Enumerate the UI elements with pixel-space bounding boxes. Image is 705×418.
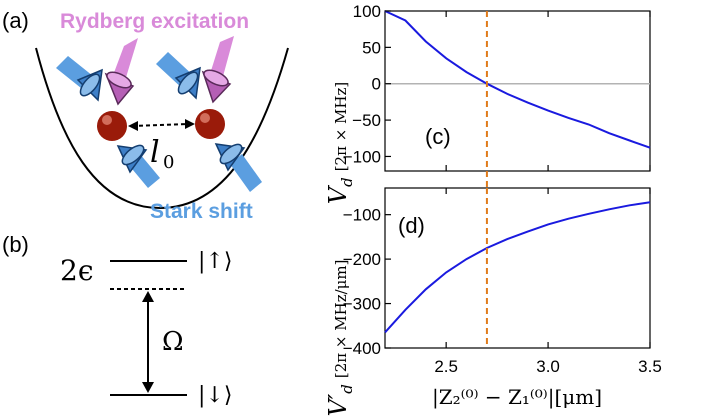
distance-subscript: 0: [163, 152, 174, 173]
chart-d-ytick-label: −100: [343, 206, 381, 225]
chart-c-ylabel-sub: d: [338, 177, 356, 187]
chart-d-xtick-label: 3.0: [536, 357, 560, 376]
chart-d-ytick-label: −300: [343, 295, 381, 314]
chart-d-xtick-label: 2.5: [434, 357, 458, 376]
stark-beam-bottom-left: [116, 144, 160, 188]
chart-c-ytick-label: −100: [343, 147, 381, 166]
chart-d-ytick-label: −200: [343, 250, 381, 269]
omega-arrow: [142, 291, 154, 393]
svg-text:V′d[2π × MHz/μm]: V′d [2π × MHz/μm]: [324, 260, 356, 417]
stark-beam-top-right: [156, 52, 201, 100]
chart-c-ytick-label: 0: [372, 75, 381, 94]
chart-c-series-line: [384, 10, 651, 149]
chart-d-ytick-label: −400: [343, 339, 381, 358]
chart-c-ytick-label: −50: [352, 111, 381, 130]
chart-d-ylabel-sub: d: [338, 384, 356, 394]
state-up-label: |↑⟩: [198, 249, 232, 274]
panel-c-label: (c): [425, 124, 451, 149]
chart-c-ylabel-unit: [2π × MHz]: [332, 82, 350, 172]
panel-b-label: (b): [2, 232, 29, 257]
chart-d-xtick-label: 3.5: [638, 357, 662, 376]
atom-right: [195, 109, 225, 139]
chart-d-frame: [384, 187, 651, 349]
chart-d-series-line: [384, 201, 651, 334]
panel-b: (b) 2ϵ Ω |↑⟩ |↓⟩: [2, 232, 232, 408]
chart-c-ylabel-main: V: [324, 184, 352, 204]
stark-beam-top-left: [56, 56, 103, 102]
stark-beam-bottom-right: [214, 143, 262, 192]
panel-a: (a) Rydberg excitation: [2, 8, 289, 223]
chart-c-ytick-label: 100: [353, 2, 381, 21]
level-gap-label: 2ϵ: [60, 254, 94, 287]
chart-c-frame: [384, 10, 651, 172]
chart-d: −100 −200 −300 −400 2.5 3.0 3.5 (d) V′d [2π × …: [324, 187, 662, 417]
stark-shift-label: Stark shift: [150, 200, 253, 223]
chart-d-ylabel: V′d [2π × MHz/μm]: [324, 260, 356, 417]
atom-left: [97, 111, 127, 141]
panel-d-label: (d): [398, 213, 425, 238]
svg-text:Vd[2π × MHz]: Vd [2π × MHz]: [324, 82, 356, 205]
rydberg-beam-right: [201, 36, 234, 104]
chart-d-xlabel: |Z₂⁽⁰⁾ − Z₁⁽⁰⁾|[μm]: [432, 385, 602, 410]
state-down-label: |↓⟩: [198, 383, 232, 408]
chart-d-ylabel-main: V′: [324, 393, 352, 416]
chart-c-ytick-label: 50: [362, 38, 381, 57]
chart-c: 100 50 0 −50 −100 (c) Vd [2π × MHz]: [324, 2, 651, 205]
rydberg-beam-left: [104, 38, 138, 106]
distance-arrow: [128, 119, 195, 131]
rydberg-excitation-label: Rydberg excitation: [60, 10, 249, 33]
chart-d-ylabel-unit: [2π × MHz/μm]: [332, 260, 350, 379]
chart-c-ylabel: Vd [2π × MHz]: [324, 82, 356, 205]
panel-a-label: (a): [2, 8, 29, 33]
distance-label: l: [150, 135, 160, 170]
trap-potential-curve: [35, 47, 289, 210]
omega-label: Ω: [162, 327, 184, 357]
